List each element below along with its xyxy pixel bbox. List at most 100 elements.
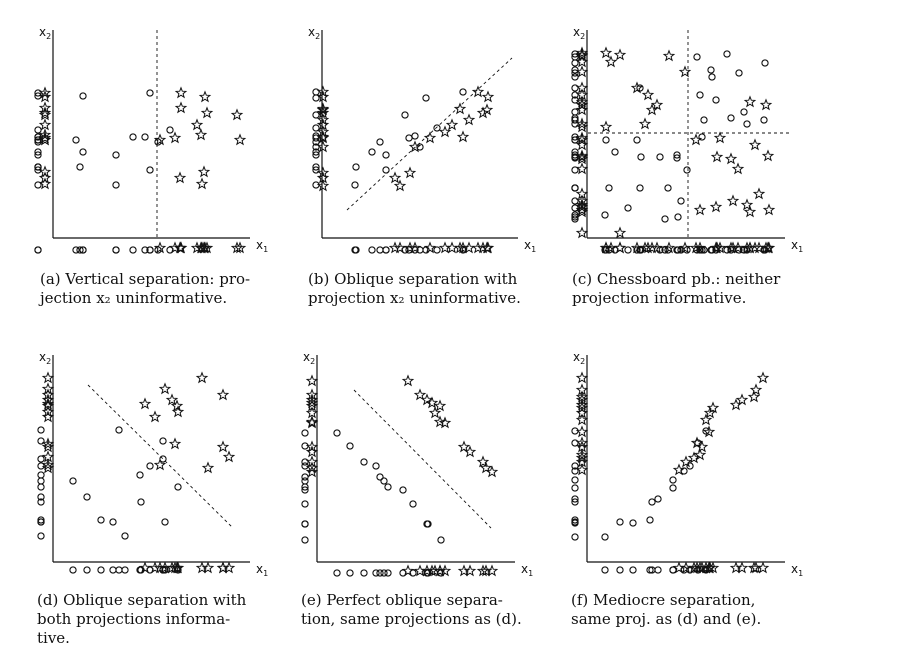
x-projection-star	[423, 241, 437, 254]
y-projection-circle	[571, 462, 579, 470]
x-projection-star	[201, 561, 215, 574]
x-projection-star	[485, 564, 499, 577]
data-point-circle	[137, 498, 145, 506]
y-projection-star	[38, 133, 52, 146]
y-projection-star	[316, 179, 330, 192]
y-projection-circle	[571, 73, 579, 81]
data-point-circle	[616, 518, 624, 526]
x-projection-star	[743, 241, 757, 254]
y-projection-circle	[312, 148, 320, 156]
y-projection-star	[575, 203, 589, 216]
caption-d: (d) Oblique separation with both project…	[37, 591, 247, 647]
y-projection-star	[575, 401, 589, 414]
y-projection-star	[316, 85, 330, 98]
data-point-circle	[696, 91, 704, 99]
y-projection-star	[38, 90, 52, 103]
y-projection-star	[575, 120, 589, 133]
y-projection-circle	[37, 455, 45, 463]
y-projection-circle	[301, 500, 309, 508]
data-point-circle	[161, 518, 169, 526]
data-point-circle	[712, 96, 720, 104]
y-projection-circle	[571, 498, 579, 506]
data-point-star	[662, 49, 676, 62]
y-axis-label-subscript: 2	[580, 32, 585, 41]
data-point-star	[747, 390, 761, 403]
separator-line	[346, 57, 513, 211]
data-point-circle	[601, 211, 609, 219]
x-projection-circle	[97, 566, 105, 574]
data-point-circle	[380, 477, 388, 485]
data-point-star	[650, 98, 664, 111]
data-point-circle	[700, 116, 708, 124]
data-point-circle	[154, 138, 162, 146]
data-point-star	[222, 450, 236, 463]
x-projection-star	[480, 241, 494, 254]
data-point-star	[702, 425, 716, 438]
data-point-circle	[346, 442, 354, 450]
data-point-circle	[654, 495, 662, 503]
data-point-star	[695, 440, 709, 453]
data-point-circle	[112, 181, 120, 189]
x-projection-star	[401, 564, 415, 577]
data-point-circle	[411, 132, 419, 140]
data-point-circle	[611, 148, 619, 156]
data-point-circle	[399, 486, 407, 494]
data-point-star	[445, 118, 459, 131]
y-projection-circle	[34, 151, 42, 159]
y-projection-star	[575, 448, 589, 461]
data-point-circle	[352, 163, 360, 171]
y-projection-circle	[571, 495, 579, 503]
data-point-star	[752, 187, 766, 200]
data-point-circle	[166, 126, 174, 134]
y-projection-circle	[37, 516, 45, 524]
data-point-star	[425, 396, 439, 409]
y-projection-star	[575, 455, 589, 468]
data-point-star	[457, 440, 471, 453]
x-projection-star	[408, 241, 422, 254]
y-projection-star	[316, 166, 330, 179]
y-projection-star	[575, 205, 589, 218]
y-projection-star	[316, 113, 330, 126]
data-point-circle	[669, 476, 677, 484]
x-projection-circle	[112, 246, 120, 254]
y-projection-star	[575, 383, 589, 396]
x-projection-star	[726, 241, 740, 254]
data-point-circle	[121, 532, 129, 540]
data-point-star	[158, 382, 172, 395]
data-point-circle	[673, 154, 681, 162]
y-projection-circle	[571, 439, 579, 447]
y-projection-star	[575, 149, 589, 162]
data-point-circle	[401, 111, 409, 119]
data-point-circle	[664, 184, 672, 192]
x-projection-circle	[384, 569, 392, 577]
data-point-star	[413, 388, 427, 401]
y-projection-star	[41, 461, 55, 474]
y-projection-star	[41, 440, 55, 453]
y-projection-star	[575, 425, 589, 438]
data-point-star	[153, 133, 167, 146]
x-projection-star	[173, 241, 187, 254]
y-projection-star	[575, 55, 589, 68]
data-point-circle	[115, 426, 123, 434]
x-projection-circle	[380, 569, 388, 577]
y-projection-star	[41, 399, 55, 412]
y-projection-star	[41, 405, 55, 418]
x-projection-circle	[433, 246, 441, 254]
data-point-circle	[637, 153, 645, 161]
y-projection-star	[316, 102, 330, 115]
y-projection-circle	[571, 69, 579, 77]
data-point-star	[689, 133, 703, 146]
y-projection-star	[575, 413, 589, 426]
y-projection-circle	[301, 483, 309, 491]
data-point-star	[743, 205, 757, 218]
data-point-circle	[656, 153, 664, 161]
x-projection-star	[153, 241, 167, 254]
x-projection-circle	[72, 246, 80, 254]
y-projection-circle	[34, 148, 42, 156]
data-point-star	[216, 440, 230, 453]
y-projection-circle	[312, 88, 320, 96]
y-projection-star	[575, 152, 589, 165]
x-projection-star	[168, 561, 182, 574]
data-point-star	[713, 131, 727, 144]
